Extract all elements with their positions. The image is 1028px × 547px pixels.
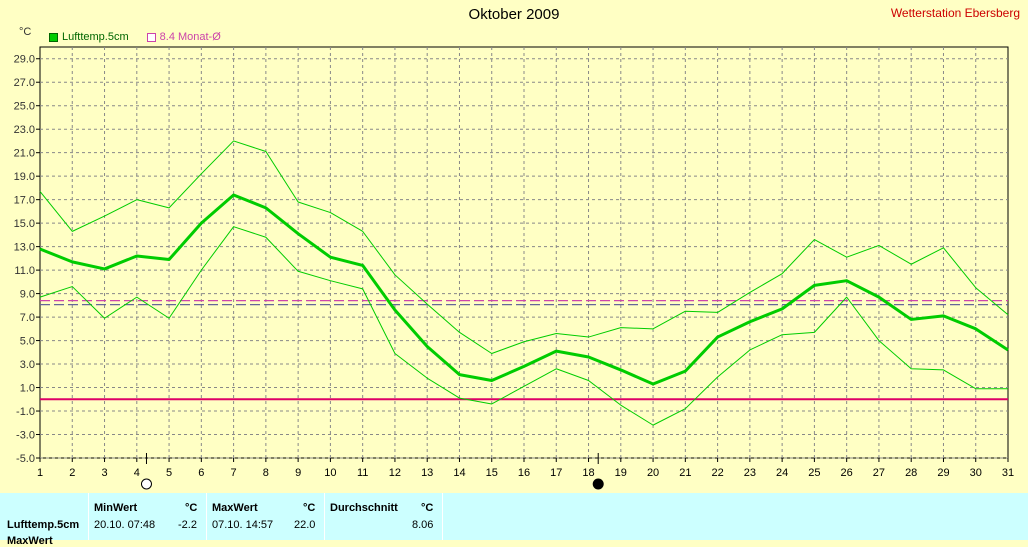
x-tick-label: 11 <box>357 467 368 479</box>
min-unit: °C <box>185 502 198 514</box>
min-header: MinWert <box>94 502 138 514</box>
statistics-panel: Lufttemp.5cm MaxWert MinWert °C 20.10. 0… <box>0 493 1028 547</box>
y-tick-label: 5.0 <box>20 336 35 348</box>
x-tick-label: 25 <box>808 467 820 479</box>
series-line-main <box>39 193 1009 386</box>
legend-swatch-temp <box>49 32 58 42</box>
y-tick-label: 11.0 <box>14 265 35 277</box>
legend-swatch-average <box>146 32 156 42</box>
min-date: 20.10. 07:48 <box>94 519 156 531</box>
stats-row2-label: MaxWert <box>7 535 53 547</box>
x-tick-label: 6 <box>198 467 204 479</box>
x-tick-label: 2 <box>69 467 75 479</box>
x-tick-label: 3 <box>101 467 107 479</box>
series-line-envelope <box>39 226 1008 426</box>
chart-title: Oktober 2009 <box>468 6 560 23</box>
stats-row-label: Lufttemp.5cm <box>7 519 80 531</box>
min-value: -2.2 <box>178 519 197 531</box>
x-tick-label: 20 <box>647 467 659 479</box>
x-tick-label: 29 <box>937 467 949 479</box>
temperature-chart: -5.0 -3.0 -1.0 1.0 3.0 5.0 7.0 9.0 11.0 13.0 15.0 1… <box>14 46 1014 490</box>
reference-lines <box>40 299 1008 401</box>
x-tick-label: 12 <box>389 467 401 479</box>
x-tick-label: 22 <box>711 467 723 479</box>
max-unit: °C <box>303 502 316 514</box>
x-tick-label: 8 <box>263 467 269 479</box>
x-tick-label: 4 <box>134 467 140 479</box>
max-value: 22.0 <box>294 519 316 531</box>
legend-label-temp: Lufttemp.5cm <box>62 31 129 43</box>
y-tick-label: -5.0 <box>16 453 35 465</box>
x-tick-label: 13 <box>421 467 433 479</box>
y-tick-label: 15.0 <box>14 218 35 230</box>
x-tick-label: 19 <box>615 467 627 479</box>
avg-unit: °C <box>421 502 434 514</box>
new-moon-icon <box>592 478 604 490</box>
full-moon-icon <box>140 478 152 490</box>
x-tick-label: 9 <box>295 467 301 479</box>
x-tick-label: 31 <box>1002 467 1014 479</box>
y-tick-label: 23.0 <box>14 124 35 136</box>
x-tick-label: 14 <box>453 467 465 479</box>
avg-header: Durchschnitt <box>330 502 398 514</box>
x-tick-label: 23 <box>744 467 756 479</box>
x-tick-label: 28 <box>905 467 917 479</box>
x-tick-label: 7 <box>231 467 237 479</box>
y-tick-labels: -5.0 -3.0 -1.0 1.0 3.0 5.0 7.0 9.0 11.0 13.0 15.0 1… <box>14 54 40 465</box>
legend-item-average: 8.4 Monat-Ø <box>146 31 221 43</box>
y-tick-label: 17.0 <box>14 195 35 207</box>
moon-markers <box>140 453 604 490</box>
x-tick-label: 21 <box>679 467 691 479</box>
y-tick-label: 3.0 <box>20 359 35 371</box>
y-tick-label: 25.0 <box>14 101 35 113</box>
x-tick-label: 27 <box>873 467 885 479</box>
x-tick-label: 5 <box>166 467 172 479</box>
x-tick-label: 10 <box>324 467 336 479</box>
x-tick-label: 30 <box>970 467 982 479</box>
y-tick-label: 27.0 <box>14 77 35 89</box>
y-tick-label: 1.0 <box>20 383 35 395</box>
station-name: Wetterstation Ebersberg <box>890 6 1020 20</box>
y-tick-label: 7.0 <box>20 312 35 324</box>
legend-item-temp: Lufttemp.5cm <box>49 31 129 43</box>
x-tick-label: 26 <box>841 467 853 479</box>
y-tick-label: 29.0 <box>14 54 35 66</box>
y-tick-label: 13.0 <box>14 242 35 254</box>
x-tick-label: 15 <box>486 467 498 479</box>
y-tick-label: 19.0 <box>14 171 35 183</box>
avg-value: 8.06 <box>412 519 434 531</box>
legend: Lufttemp.5cm 8.4 Monat-Ø <box>49 31 239 43</box>
x-tick-label: 24 <box>776 467 788 479</box>
x-tick-label: 16 <box>518 467 530 479</box>
x-tick-label: 1 <box>37 467 43 479</box>
x-tick-labels: 1 2 3 4 5 6 7 8 9 10 11 12 13 14 15 16 17 18 19 20 21 22 23 24 2… <box>37 458 1014 479</box>
data-series <box>39 140 1009 426</box>
max-header: MaxWert <box>212 502 258 514</box>
series-line-envelope <box>39 140 1009 354</box>
max-date: 07.10. 14:57 <box>212 519 274 531</box>
x-tick-label: 17 <box>550 467 562 479</box>
legend-label-average: 8.4 Monat-Ø <box>159 31 221 43</box>
y-axis-unit: °C <box>19 26 32 38</box>
y-tick-label: 21.0 <box>14 148 35 160</box>
x-tick-label: 18 <box>582 467 594 479</box>
y-tick-label: -3.0 <box>16 430 35 442</box>
y-tick-label: -1.0 <box>16 406 35 418</box>
y-tick-label: 9.0 <box>20 289 35 301</box>
